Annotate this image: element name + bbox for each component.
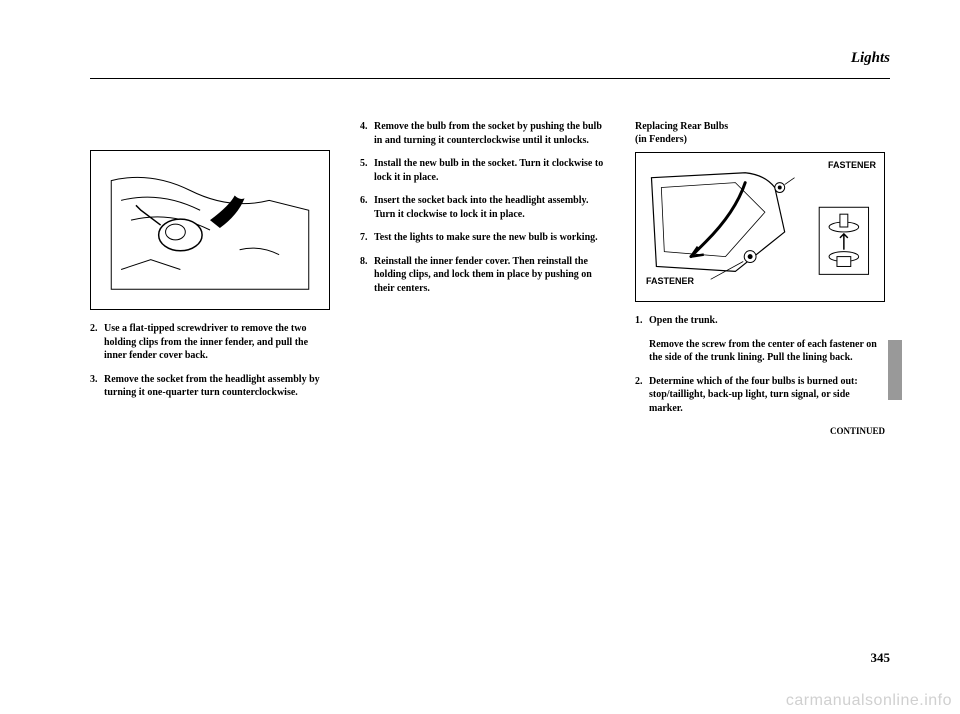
step-text: Open the trunk.	[649, 314, 885, 328]
step-2-trunk: 2. Determine which of the four bulbs is …	[635, 375, 885, 416]
step-3: 3. Remove the socket from the headlight …	[90, 373, 330, 400]
manual-page: Lights 2. Use	[0, 0, 960, 714]
content-columns: 2. Use a flat-tipped screwdriver to remo…	[90, 120, 890, 437]
step-number: 2.	[635, 375, 649, 416]
section-title: Lights	[851, 50, 890, 67]
subheading: Replacing Rear Bulbs (in Fenders)	[635, 120, 885, 146]
step-number: 8.	[360, 255, 374, 296]
figure-inner-fender	[90, 150, 330, 310]
page-header: Lights	[90, 50, 890, 80]
header-rule	[90, 78, 890, 79]
step-text: Determine which of the four bulbs is bur…	[649, 375, 885, 416]
step-text: Reinstall the inner fender cover. Then r…	[374, 255, 605, 296]
step-text: Install the new bulb in the socket. Turn…	[374, 157, 605, 184]
step-number: 2.	[90, 322, 104, 363]
step-number: 6.	[360, 194, 374, 221]
section-tab	[888, 340, 902, 400]
subheading-line2: (in Fenders)	[635, 134, 687, 145]
watermark: carmanualsonline.info	[786, 692, 952, 710]
step-text: Remove the socket from the headlight ass…	[104, 373, 330, 400]
subheading-line1: Replacing Rear Bulbs	[635, 121, 728, 132]
step-number: 4.	[360, 120, 374, 147]
step-4: 4. Remove the bulb from the socket by pu…	[360, 120, 605, 147]
column-2: 4. Remove the bulb from the socket by pu…	[360, 120, 605, 437]
fastener-label-bottom: FASTENER	[646, 275, 694, 287]
column-3: Replacing Rear Bulbs (in Fenders) FASTEN…	[635, 120, 885, 437]
figure-trunk-fastener: FASTENER FASTENER	[635, 152, 885, 302]
step-text: Use a flat-tipped screwdriver to remove …	[104, 322, 330, 363]
column-1: 2. Use a flat-tipped screwdriver to remo…	[90, 120, 330, 437]
continued-label: CONTINUED	[635, 425, 885, 437]
step-number: 3.	[90, 373, 104, 400]
step-5: 5. Install the new bulb in the socket. T…	[360, 157, 605, 184]
fender-diagram-icon	[91, 151, 329, 309]
step-2: 2. Use a flat-tipped screwdriver to remo…	[90, 322, 330, 363]
step-text: Insert the socket back into the headligh…	[374, 194, 605, 221]
step-number: 7.	[360, 231, 374, 245]
step-text: Remove the bulb from the socket by pushi…	[374, 120, 605, 147]
step-1-continuation: Remove the screw from the center of each…	[649, 338, 885, 365]
page-number: 345	[871, 650, 891, 666]
step-6: 6. Insert the socket back into the headl…	[360, 194, 605, 221]
step-8: 8. Reinstall the inner fender cover. The…	[360, 255, 605, 296]
step-number: 1.	[635, 314, 649, 328]
step-number: 5.	[360, 157, 374, 184]
step-1-trunk: 1. Open the trunk.	[635, 314, 885, 328]
fastener-label-top: FASTENER	[828, 159, 876, 171]
step-text: Test the lights to make sure the new bul…	[374, 231, 605, 245]
step-7: 7. Test the lights to make sure the new …	[360, 231, 605, 245]
